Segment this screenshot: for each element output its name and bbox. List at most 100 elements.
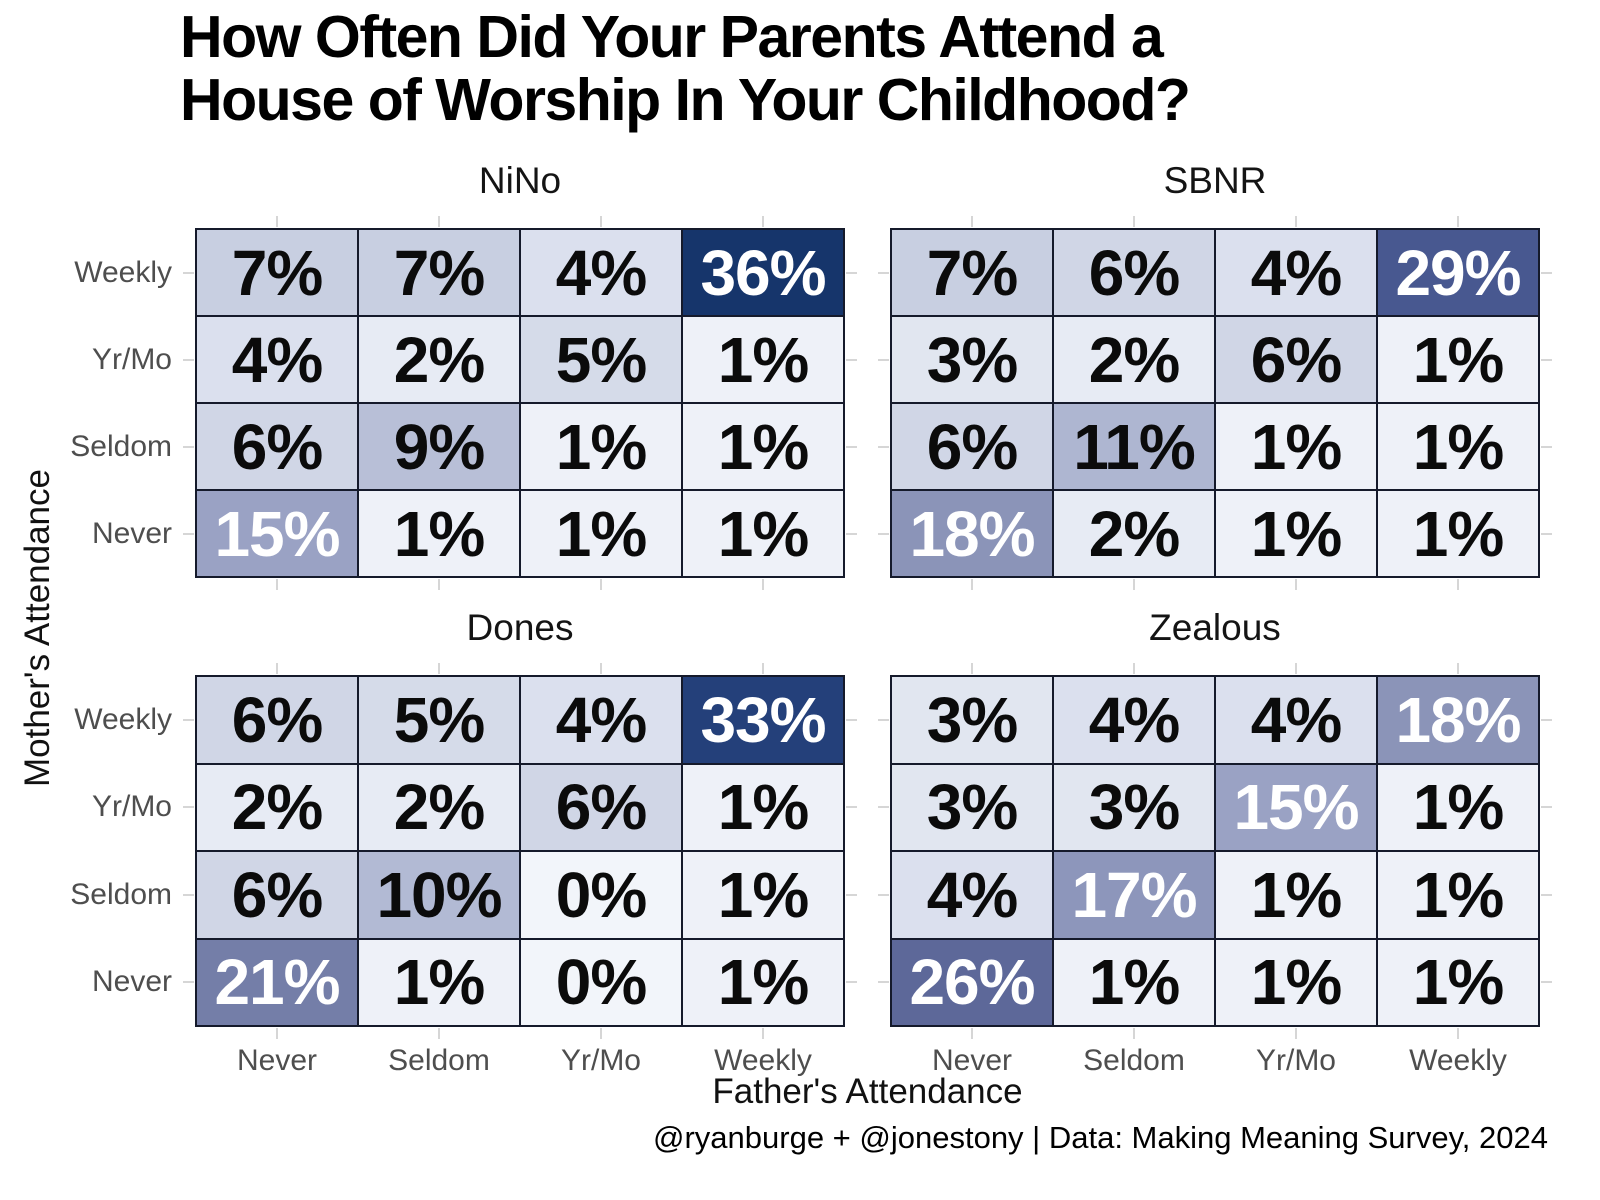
- heatmap-cell-nino-seldom-never: 6%: [197, 404, 357, 489]
- axis-tick: [1457, 579, 1459, 590]
- heatmap-cell-nino-seldom-weekly: 1%: [683, 404, 843, 489]
- heatmap-cell-zealous-weekly-seldom: 4%: [1054, 677, 1214, 763]
- heatmap-cell-sbnr-weekly-yrmo: 4%: [1216, 230, 1376, 315]
- axis-tick: [1541, 445, 1552, 448]
- axis-tick: [183, 271, 194, 274]
- axis-tick: [183, 893, 194, 896]
- y-tick-label-never: Never: [91, 516, 172, 550]
- heatmap-cell-dones-yrmo-never: 2%: [197, 764, 357, 850]
- heatmap-cell-zealous-never-never: 26%: [892, 939, 1052, 1025]
- axis-tick: [1295, 663, 1297, 674]
- facet-title-dones: Dones: [466, 607, 574, 648]
- heatmap-cell-nino-yrmo-never: 4%: [197, 317, 357, 402]
- axis-tick: [1457, 663, 1459, 674]
- axis-tick: [878, 358, 889, 361]
- axis-tick: [600, 1028, 602, 1039]
- heatmap-cell-sbnr-never-seldom: 2%: [1054, 491, 1214, 576]
- heatmap-cell-sbnr-yrmo-yrmo: 6%: [1216, 317, 1376, 402]
- axis-tick: [971, 216, 973, 227]
- axis-tick: [1133, 1028, 1135, 1039]
- x-tick-label-weekly: Weekly: [1409, 1044, 1507, 1077]
- axis-tick: [600, 579, 602, 590]
- axis-tick: [846, 445, 857, 448]
- axis-tick: [846, 806, 857, 809]
- axis-tick: [1295, 1028, 1297, 1039]
- heatmap-cell-zealous-weekly-never: 3%: [892, 677, 1052, 763]
- heatmap-cell-sbnr-yrmo-seldom: 2%: [1054, 317, 1214, 402]
- axis-tick: [1541, 893, 1552, 896]
- axis-tick: [1541, 358, 1552, 361]
- x-tick-label-yrmo: Yr/Mo: [560, 1044, 641, 1077]
- heatmap-cell-sbnr-weekly-weekly: 29%: [1378, 230, 1538, 315]
- axis-tick: [183, 718, 194, 721]
- axis-tick: [276, 663, 278, 674]
- heatmap-cell-dones-yrmo-seldom: 2%: [359, 764, 519, 850]
- heatmap-cell-nino-never-never: 15%: [197, 491, 357, 576]
- heatmap-cell-nino-seldom-seldom: 9%: [359, 404, 519, 489]
- heatmap-cell-nino-yrmo-weekly: 1%: [683, 317, 843, 402]
- heatmap-cell-zealous-yrmo-never: 3%: [892, 764, 1052, 850]
- axis-tick: [183, 981, 194, 984]
- axis-tick: [878, 445, 889, 448]
- y-tick-label-seldom: Seldom: [70, 877, 172, 911]
- facet-title-sbnr: SBNR: [1163, 160, 1267, 201]
- heatmap-cell-sbnr-seldom-seldom: 11%: [1054, 404, 1214, 489]
- axis-tick: [878, 271, 889, 274]
- axis-tick: [762, 216, 764, 227]
- axis-tick: [846, 893, 857, 896]
- heatmap-cell-nino-weekly-yrmo: 4%: [521, 230, 681, 315]
- heatmap-cell-zealous-seldom-yrmo: 1%: [1216, 852, 1376, 938]
- axis-tick: [846, 718, 857, 721]
- axis-tick: [971, 579, 973, 590]
- heatmap-cell-sbnr-yrmo-weekly: 1%: [1378, 317, 1538, 402]
- axis-tick: [438, 1028, 440, 1039]
- heatmap-cell-zealous-never-weekly: 1%: [1378, 939, 1538, 1025]
- heatmap-cell-sbnr-seldom-weekly: 1%: [1378, 404, 1538, 489]
- heatmap-panel-nino: 7% 7% 4% 36% 4% 2% 5% 1% 6% 9% 1% 1% 15% 1% 1% 1%: [195, 228, 845, 578]
- axis-tick: [878, 718, 889, 721]
- x-tick-label-never: Never: [931, 1044, 1013, 1077]
- axis-tick: [1457, 1028, 1459, 1039]
- heatmap-cell-dones-weekly-never: 6%: [197, 677, 357, 763]
- heatmap-cell-zealous-never-yrmo: 1%: [1216, 939, 1376, 1025]
- axis-tick: [846, 532, 857, 535]
- axis-tick: [878, 893, 889, 896]
- x-tick-label-weekly: Weekly: [714, 1044, 812, 1077]
- axis-tick: [1541, 981, 1552, 984]
- x-tick-label-never: Never: [236, 1044, 318, 1077]
- heatmap-panel-zealous: 3% 4% 4% 18% 3% 3% 15% 1% 4% 17% 1% 1% 26% 1% 1% 1%: [890, 675, 1540, 1027]
- heatmap-cell-zealous-weekly-weekly: 18%: [1378, 677, 1538, 763]
- heatmap-cell-nino-weekly-weekly: 36%: [683, 230, 843, 315]
- axis-tick: [762, 663, 764, 674]
- heatmap-cell-sbnr-never-weekly: 1%: [1378, 491, 1538, 576]
- page-title-line1: How Often Did Your Parents Attend a: [180, 4, 1164, 70]
- axis-tick: [276, 579, 278, 590]
- heatmap-cell-dones-never-weekly: 1%: [683, 939, 843, 1025]
- heatmap-cell-dones-weekly-weekly: 33%: [683, 677, 843, 763]
- axis-tick: [1541, 532, 1552, 535]
- axis-tick: [1133, 663, 1135, 674]
- axis-tick: [600, 663, 602, 674]
- heatmap-cell-nino-yrmo-yrmo: 5%: [521, 317, 681, 402]
- y-tick-label-yrmo: Yr/Mo: [91, 790, 172, 824]
- heatmap-cell-sbnr-seldom-yrmo: 1%: [1216, 404, 1376, 489]
- heatmap-cell-nino-weekly-never: 7%: [197, 230, 357, 315]
- axis-tick: [1295, 579, 1297, 590]
- heatmap-cell-nino-never-weekly: 1%: [683, 491, 843, 576]
- axis-tick: [276, 216, 278, 227]
- heatmap-cell-sbnr-yrmo-never: 3%: [892, 317, 1052, 402]
- page-title: How Often Did Your Parents Attend a House…: [180, 4, 1191, 131]
- axis-tick: [438, 216, 440, 227]
- heatmap-cell-nino-never-seldom: 1%: [359, 491, 519, 576]
- heatmap-cell-dones-seldom-seldom: 10%: [359, 852, 519, 938]
- heatmap-cell-sbnr-seldom-never: 6%: [892, 404, 1052, 489]
- axis-tick: [878, 981, 889, 984]
- heatmap-cell-dones-weekly-yrmo: 4%: [521, 677, 681, 763]
- axis-tick: [1295, 216, 1297, 227]
- axis-tick: [1133, 579, 1135, 590]
- y-tick-label-weekly: Weekly: [74, 702, 172, 736]
- heatmap-cell-sbnr-weekly-never: 7%: [892, 230, 1052, 315]
- heatmap-cell-nino-seldom-yrmo: 1%: [521, 404, 681, 489]
- y-tick-label-seldom: Seldom: [70, 429, 172, 463]
